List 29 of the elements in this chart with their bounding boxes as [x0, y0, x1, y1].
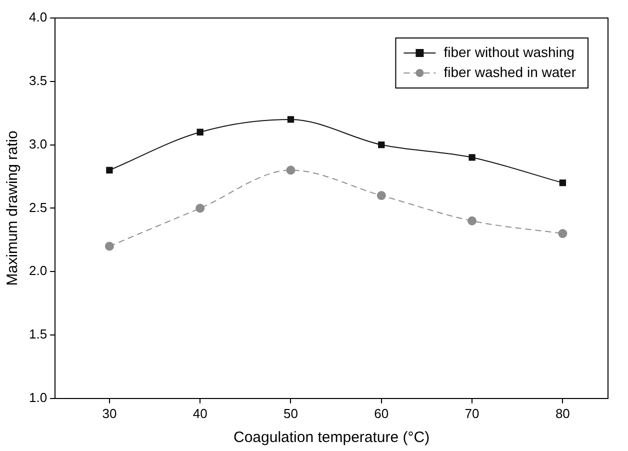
y-tick-label: 3.5	[28, 72, 48, 88]
point	[104, 242, 114, 251]
point	[468, 216, 477, 226]
point	[106, 166, 113, 174]
x-tick-label: 70	[464, 406, 480, 421]
y-tick-label: 1.0	[28, 390, 48, 405]
x-tick-label: 50	[284, 406, 298, 421]
x-axis-title: Coagulation temperature (°C)	[233, 429, 430, 446]
point	[286, 166, 296, 175]
y-tick-label: 2.0	[28, 263, 48, 278]
point	[559, 180, 566, 186]
point	[376, 191, 386, 200]
legend-label: fiber without washing	[444, 44, 574, 60]
y-tick-label: 3.0	[28, 136, 48, 152]
y-tick-label: 2.5	[28, 200, 48, 215]
legend-label: fiber washed in water	[444, 64, 576, 80]
point	[287, 116, 294, 123]
point	[378, 141, 385, 148]
y-tick-label: 4.0	[28, 10, 48, 25]
y-tick-label: 1.5	[28, 326, 48, 342]
x-tick-label: 40	[192, 406, 208, 421]
x-tick-label: 60	[374, 406, 389, 421]
point	[558, 229, 568, 238]
x-tick-label: 80	[555, 406, 570, 421]
point	[196, 128, 204, 136]
point	[196, 204, 205, 213]
y-axis-title: Maximum drawing ratio	[4, 130, 22, 286]
point	[468, 154, 476, 161]
x-tick-label: 30	[102, 406, 117, 421]
